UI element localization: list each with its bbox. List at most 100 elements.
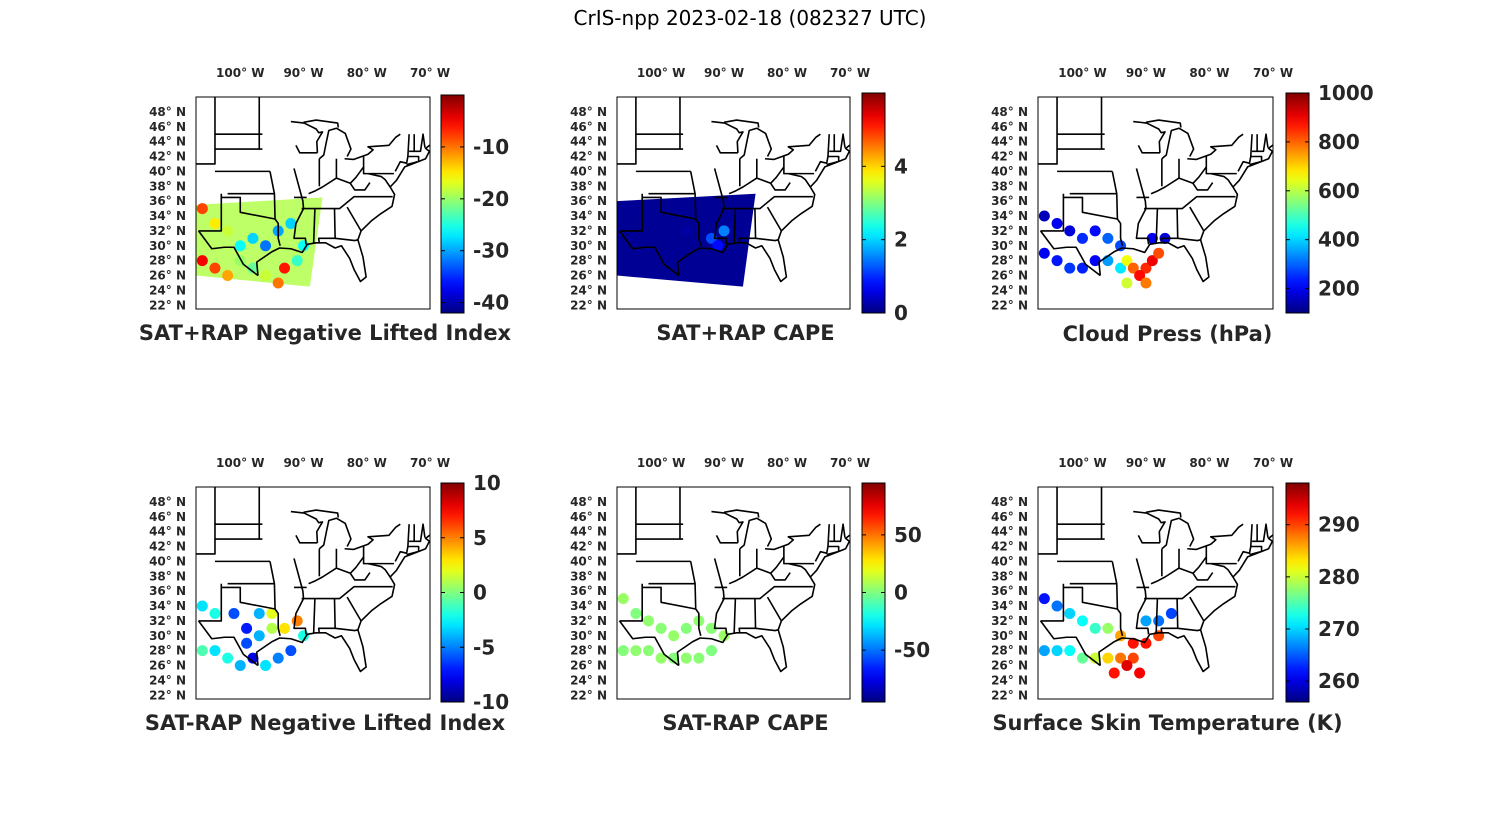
state-boundary [1161, 517, 1195, 550]
lat-tick-label: 42° N [570, 150, 607, 164]
state-boundary [1111, 171, 1124, 246]
map-frame [1037, 486, 1274, 700]
map-frame [616, 96, 851, 310]
state-boundary [394, 134, 410, 172]
data-point [209, 607, 221, 619]
lat-tick-label: 30° N [991, 239, 1028, 253]
state-boundary [362, 546, 394, 565]
lat-tick-label: 48° N [570, 105, 607, 119]
lon-tick-label: 70° W [830, 66, 870, 80]
lat-tick-label: 44° N [149, 135, 186, 149]
lat-tick-label: 36° N [991, 584, 1028, 598]
lat-tick-label: 30° N [570, 239, 607, 253]
state-boundary [739, 127, 773, 160]
state-boundary [290, 120, 324, 153]
data-swath [617, 193, 756, 287]
lat-tick-label: 44° N [570, 525, 607, 539]
lat-tick-label: 40° N [570, 164, 607, 178]
data-point [222, 225, 234, 237]
data-point [1140, 277, 1152, 289]
data-point [1146, 255, 1158, 267]
state-boundary [689, 171, 702, 246]
lat-tick-label: 36° N [149, 194, 186, 208]
data-point [1102, 652, 1114, 664]
data-point [196, 203, 208, 215]
state-boundary [1189, 596, 1205, 622]
state-boundary [1187, 523, 1244, 551]
state-boundary [1205, 156, 1237, 175]
state-boundary [826, 160, 838, 166]
state-boundary [1250, 545, 1263, 552]
state-boundary [312, 208, 316, 244]
state-boundary [255, 533, 430, 673]
data-point [1165, 607, 1177, 619]
state-boundary [407, 545, 420, 552]
figure-title: CrIS-npp 2023-02-18 (082327 UTC) [573, 6, 927, 30]
colorbar-tick-label: -20 [473, 187, 509, 211]
data-point [1108, 667, 1120, 679]
colorbar-tick-label: 400 [1318, 228, 1360, 252]
state-boundary [829, 133, 846, 153]
data-point [260, 240, 272, 252]
lon-tick-label: 100° W [637, 456, 685, 470]
lon-tick-label: 70° W [1253, 456, 1293, 470]
state-boundary [1111, 561, 1124, 636]
panel-title: SAT+RAP Negative Lifted Index [139, 321, 512, 345]
state-boundary [301, 195, 393, 210]
data-point [1064, 645, 1076, 657]
state-boundary [367, 562, 391, 578]
state-boundary [827, 155, 840, 162]
data-point [1051, 217, 1063, 229]
data-point [285, 217, 297, 229]
state-boundary [1150, 567, 1194, 585]
lat-tick-label: 36° N [991, 194, 1028, 208]
lon-tick-label: 100° W [637, 66, 685, 80]
state-boundary [409, 523, 426, 543]
panel-title: SAT-RAP Negative Lifted Index [145, 711, 506, 735]
lat-tick-label: 38° N [149, 179, 186, 193]
lat-tick-label: 26° N [149, 659, 186, 673]
data-point [285, 645, 297, 657]
colorbar [861, 92, 886, 314]
data-point [655, 622, 667, 634]
data-point [222, 270, 234, 282]
lat-tick-label: 26° N [570, 659, 607, 673]
state-boundary [713, 168, 728, 245]
lat-tick-label: 48° N [149, 495, 186, 509]
state-boundary [755, 237, 779, 242]
state-boundary [827, 545, 840, 552]
lat-tick-label: 30° N [570, 629, 607, 643]
lat-tick-label: 48° N [570, 495, 607, 509]
lat-tick-label: 24° N [570, 673, 607, 687]
state-boundary [739, 517, 773, 550]
lat-tick-label: 44° N [991, 525, 1028, 539]
lat-tick-label: 46° N [149, 510, 186, 524]
map-area [617, 487, 850, 673]
map-panel-2: 100° W 90° W 80° W 70° W 48° N46° N44° N42° … [570, 66, 908, 345]
state-boundary [1137, 534, 1160, 544]
colorbar-tick-label: 280 [1318, 565, 1360, 589]
data-point [1076, 232, 1088, 244]
data-point [617, 593, 629, 605]
data-point [705, 645, 717, 657]
data-point [1064, 262, 1076, 274]
state-boundary [829, 523, 846, 543]
data-point [1038, 210, 1050, 222]
panel-title: Surface Skin Temperature (K) [992, 711, 1342, 735]
data-point [272, 277, 284, 289]
data-point [1121, 277, 1133, 289]
data-point [196, 645, 208, 657]
data-point [1121, 255, 1133, 267]
data-point [241, 637, 253, 649]
data-point [1051, 600, 1063, 612]
state-boundary [1135, 168, 1150, 245]
lat-tick-label: 48° N [149, 105, 186, 119]
state-boundary [394, 524, 410, 562]
state-boundary [1249, 550, 1261, 556]
state-boundary [1150, 177, 1194, 195]
lat-tick-label: 46° N [149, 120, 186, 134]
data-point [291, 255, 303, 267]
state-boundary [1189, 206, 1205, 232]
lon-tick-label: 100° W [216, 456, 264, 470]
data-point [279, 262, 291, 274]
